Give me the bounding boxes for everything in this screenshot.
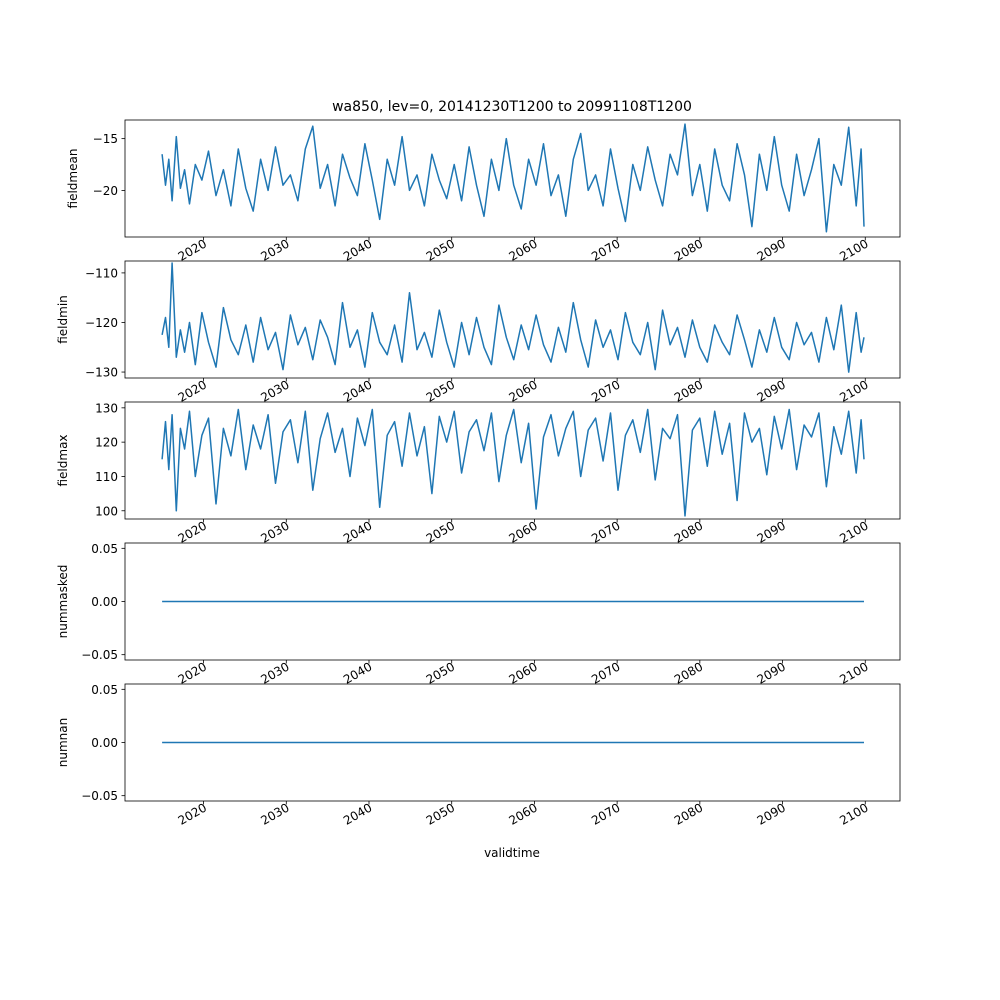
x-tick-label: 2040 (341, 800, 374, 827)
y-tick-label: −20 (93, 184, 118, 198)
x-tick-label: 2040 (341, 236, 374, 263)
x-tick-label: 2090 (755, 518, 788, 545)
x-tick-label: 2030 (258, 377, 291, 404)
y-tick-label: 0.00 (91, 736, 118, 750)
x-tick-label: 2030 (258, 236, 291, 263)
x-tick-label: 2100 (837, 518, 870, 545)
y-tick-label: 110 (95, 470, 118, 484)
x-tick-label: 2020 (176, 800, 209, 827)
x-tick-label: 2020 (176, 377, 209, 404)
x-tick-label: 2020 (176, 659, 209, 686)
x-tick-label: 2040 (341, 377, 374, 404)
x-tick-label: 2100 (837, 800, 870, 827)
y-tick-label: −15 (93, 132, 118, 146)
x-tick-label: 2060 (506, 377, 539, 404)
y-tick-label: 0.05 (91, 683, 118, 697)
x-tick-label: 2050 (424, 377, 457, 404)
x-tick-label: 2060 (506, 800, 539, 827)
x-tick-label: 2030 (258, 518, 291, 545)
y-tick-label: −130 (85, 366, 118, 380)
subplot-stack: −15 −20 2020 2030 2040 2050 2060 2070 2080 2090 21… (56, 119, 901, 828)
y-tick-label: 0.05 (91, 542, 118, 556)
x-tick-label: 2050 (424, 518, 457, 545)
y-tick-label: 100 (95, 504, 118, 518)
axes-frame (124, 119, 901, 238)
subplot-fieldmean: −15 −20 2020 2030 2040 2050 2060 2070 2080 2090 21… (66, 119, 901, 264)
y-tick-label: −110 (85, 266, 118, 280)
x-tick-label: 2060 (506, 518, 539, 545)
subplot-nummasked: 0.05 0.00 −0.05 2020 2030 2040 2050 2060 2070 208… (56, 542, 901, 687)
x-tick-label: 2050 (424, 236, 457, 263)
x-tick-label: 2080 (672, 236, 705, 263)
subplot-numnan: 0.05 0.00 −0.05 2020 2030 2040 2050 2060 2070 208… (56, 683, 901, 828)
x-axis-label: validtime (484, 846, 540, 860)
figure-title: wa850, lev=0, 20141230T1200 to 20991108T… (332, 99, 692, 115)
x-tick-label: 2080 (672, 377, 705, 404)
x-tick-label: 2030 (258, 659, 291, 686)
series-line-fieldmin (161, 262, 865, 373)
x-tick-label: 2100 (837, 659, 870, 686)
x-tick-label: 2070 (589, 800, 622, 827)
x-tick-label: 2100 (837, 377, 870, 404)
axes-frame (124, 260, 901, 379)
y-tick-label: 0.00 (91, 595, 118, 609)
x-tick-label: 2050 (424, 800, 457, 827)
y-tick-label: −120 (85, 316, 118, 330)
y-tick-label: 130 (95, 401, 118, 415)
x-tick-label: 2100 (837, 236, 870, 263)
x-tick-label: 2080 (672, 800, 705, 827)
x-tick-label: 2080 (672, 659, 705, 686)
x-tick-label: 2070 (589, 377, 622, 404)
x-tick-label: 2080 (672, 518, 705, 545)
x-tick-label: 2070 (589, 518, 622, 545)
subplot-fieldmax: 130 120 110 100 2020 2030 2040 2050 2060 2070 2080… (56, 401, 901, 546)
x-tick-label: 2070 (589, 659, 622, 686)
x-tick-label: 2050 (424, 659, 457, 686)
series-line-fieldmax (161, 408, 865, 517)
series-line-fieldmean (161, 123, 865, 233)
x-tick-label: 2090 (755, 236, 788, 263)
x-tick-label: 2030 (258, 800, 291, 827)
y-axis-label: fieldmean (66, 149, 80, 209)
x-tick-label: 2070 (589, 236, 622, 263)
axes-frame (124, 401, 901, 520)
x-tick-label: 2020 (176, 236, 209, 263)
subplot-fieldmin: −110 −120 −130 2020 2030 2040 2050 2060 2070 2080… (56, 260, 901, 405)
x-tick-label: 2020 (176, 518, 209, 545)
x-tick-label: 2060 (506, 659, 539, 686)
y-axis-label: nummasked (56, 565, 70, 639)
x-tick-label: 2090 (755, 800, 788, 827)
x-tick-label: 2040 (341, 659, 374, 686)
x-tick-label: 2090 (755, 377, 788, 404)
x-tick-label: 2060 (506, 236, 539, 263)
y-axis-label: numnan (56, 718, 70, 767)
y-tick-label: 120 (95, 436, 118, 450)
x-tick-label: 2090 (755, 659, 788, 686)
y-axis-label: fieldmin (56, 295, 70, 344)
x-tick-label: 2040 (341, 518, 374, 545)
y-tick-label: −0.05 (81, 648, 118, 662)
y-tick-label: −0.05 (81, 789, 118, 803)
y-axis-label: fieldmax (56, 434, 70, 486)
